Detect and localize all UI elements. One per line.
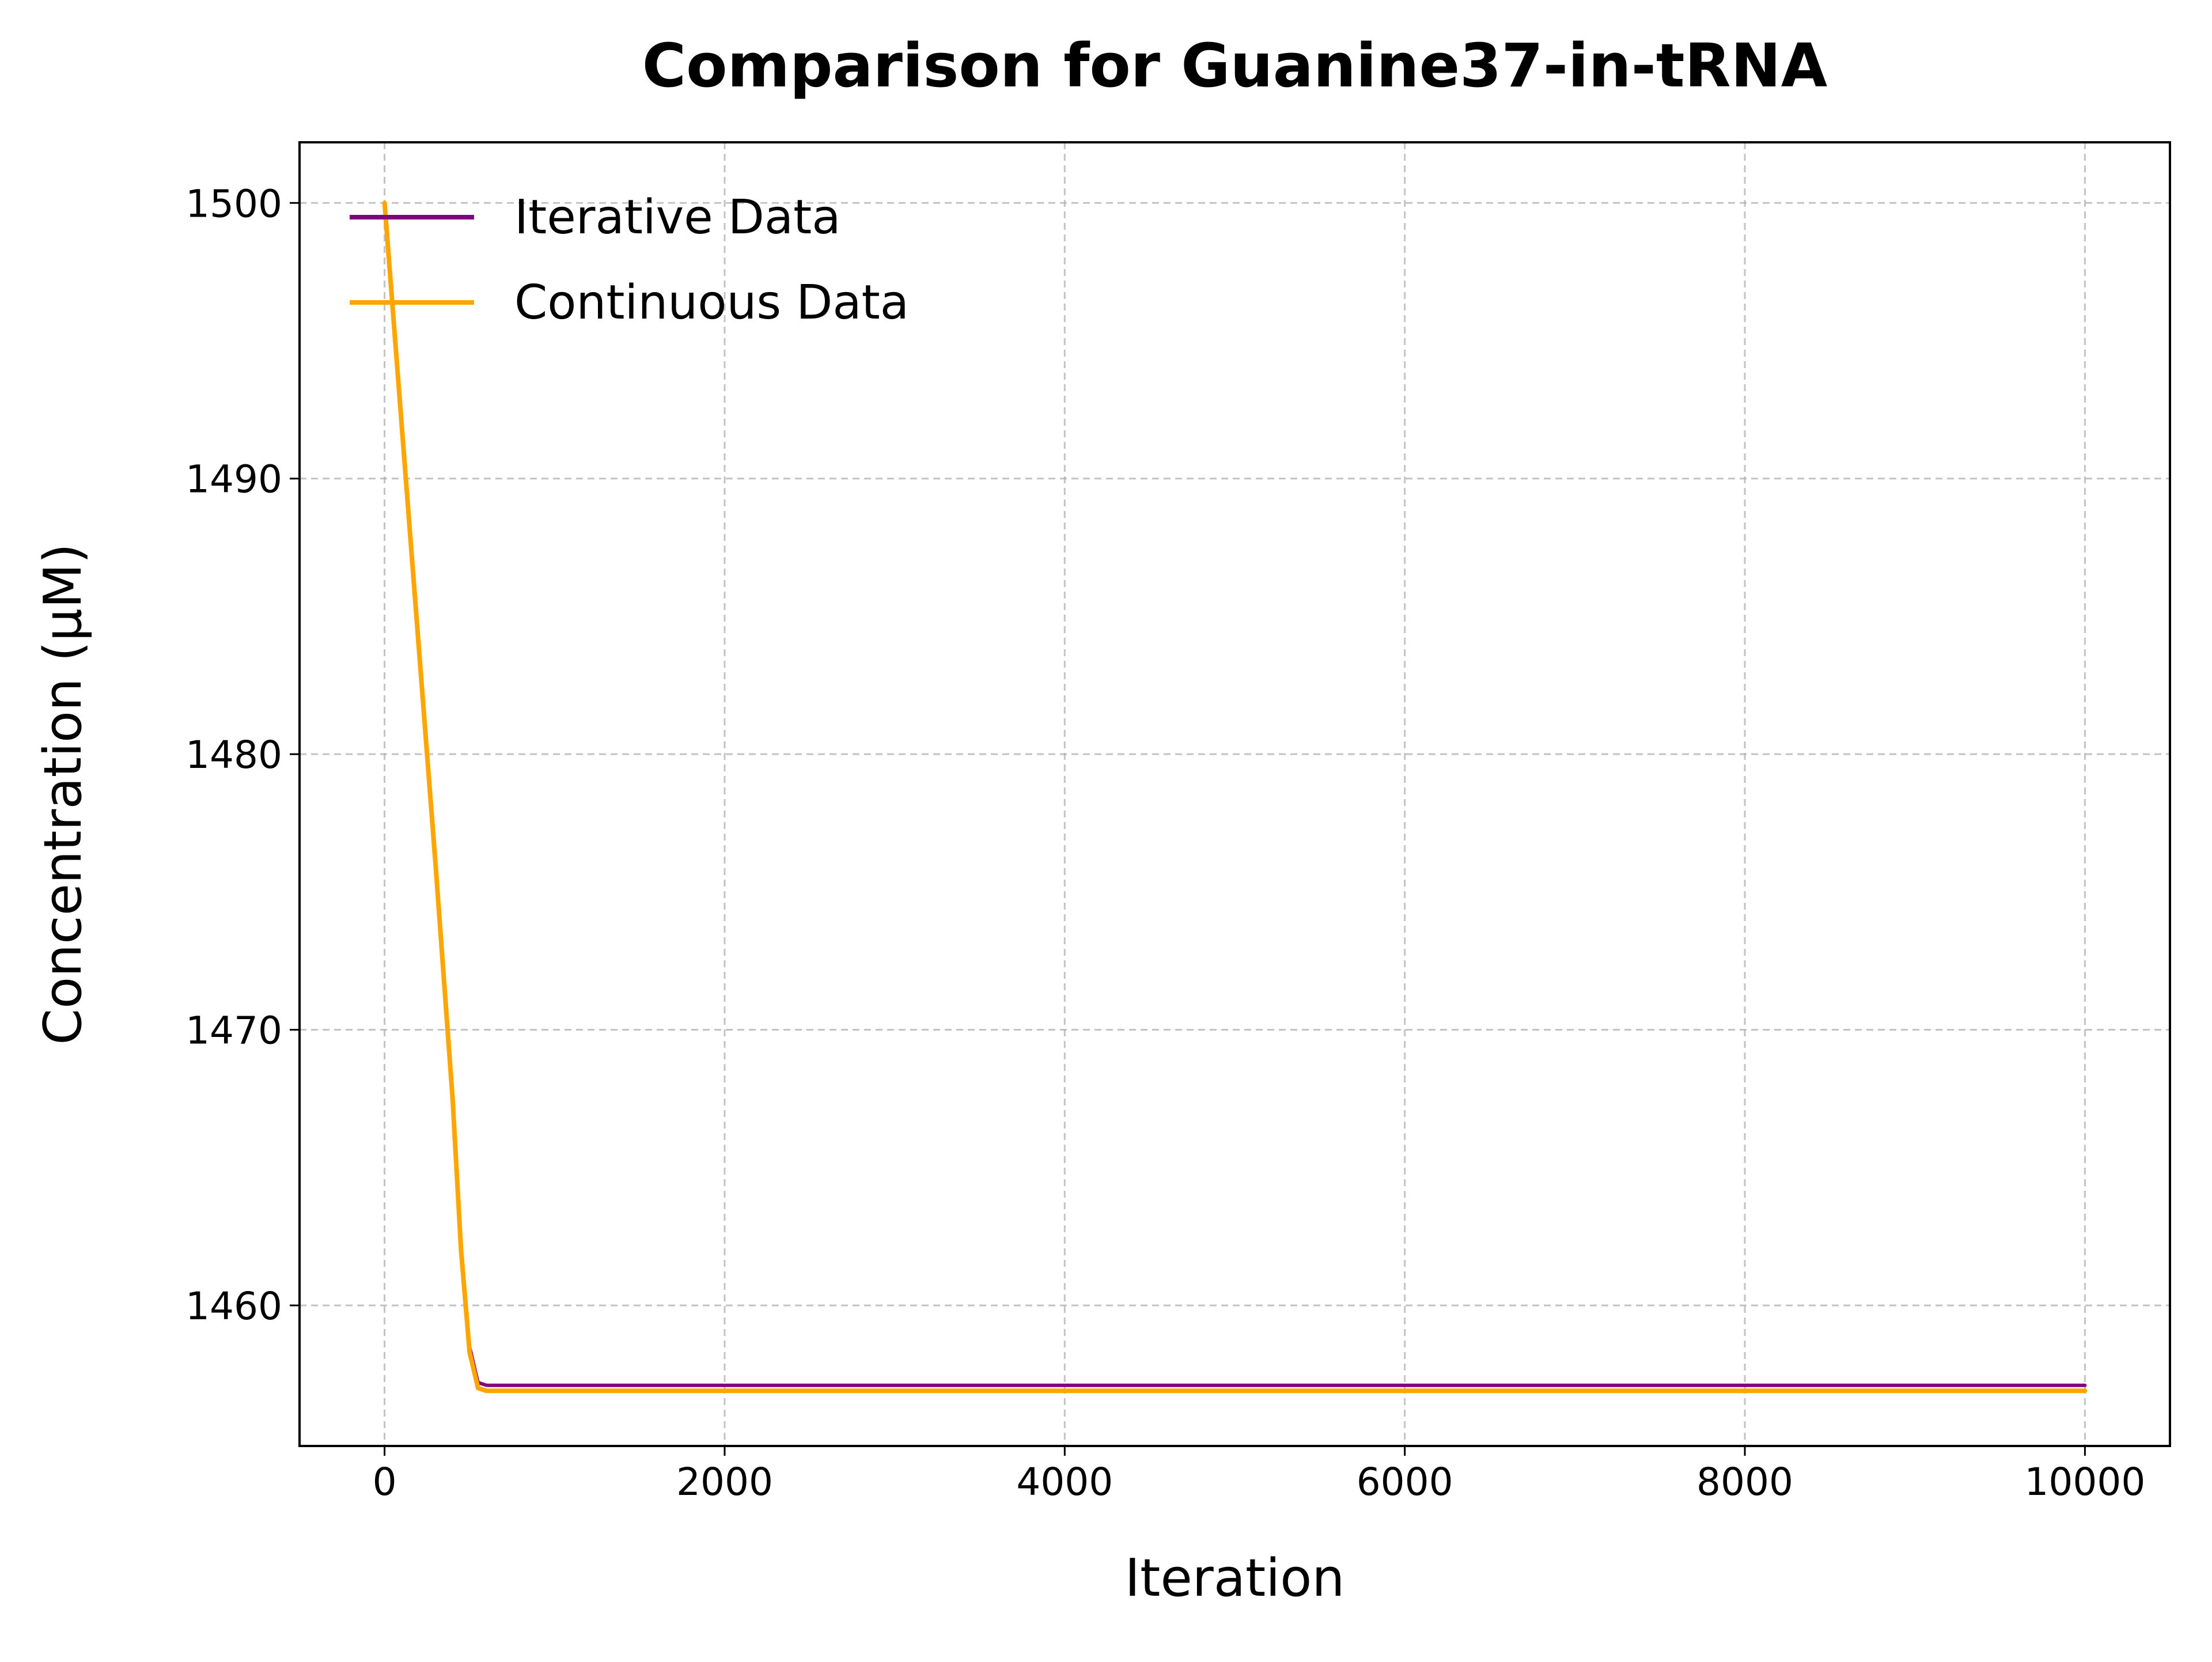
x-tick-label: 10000 bbox=[2024, 1460, 2145, 1504]
x-tick-label: 8000 bbox=[1696, 1460, 1793, 1504]
y-tick-label: 1500 bbox=[185, 181, 282, 226]
ticks: 0 2000 4000 6000 8000 10000 1460 1470 1480 1490 15… bbox=[185, 181, 2145, 1504]
y-axis-label: Concentration (μM) bbox=[33, 543, 93, 1044]
legend: Iterative Data Continuous Data bbox=[350, 190, 909, 330]
x-axis-label: Iteration bbox=[1125, 1548, 1345, 1608]
series-lines bbox=[382, 200, 2088, 1394]
grid bbox=[300, 142, 2170, 1446]
x-tick-label: 0 bbox=[373, 1460, 397, 1504]
y-tick-label: 1470 bbox=[185, 1009, 282, 1053]
plot-frame bbox=[298, 141, 2171, 1447]
x-tick-label: 2000 bbox=[676, 1460, 773, 1504]
chart-title: Comparison for Guanine37-in-tRNA bbox=[642, 31, 1827, 101]
x-tick-label: 6000 bbox=[1357, 1460, 1453, 1504]
y-tick-label: 1480 bbox=[185, 733, 282, 777]
series-line-continuous bbox=[382, 200, 2088, 1394]
y-tick-label: 1460 bbox=[185, 1284, 282, 1328]
legend-label: Iterative Data bbox=[514, 190, 841, 245]
legend-label: Continuous Data bbox=[514, 275, 909, 330]
x-tick-label: 4000 bbox=[1016, 1460, 1113, 1504]
y-tick-label: 1490 bbox=[185, 457, 282, 502]
